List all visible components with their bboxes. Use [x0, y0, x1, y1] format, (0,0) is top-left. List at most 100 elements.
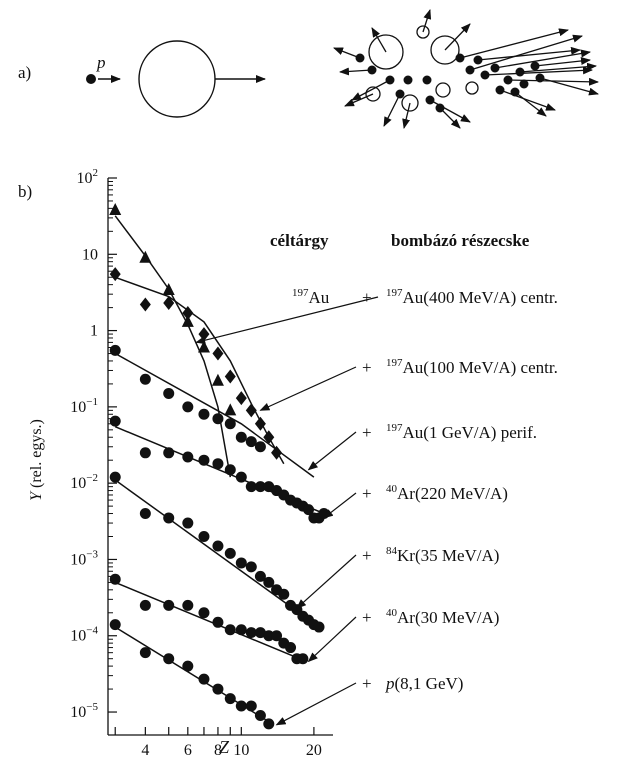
fit-line-series-2 [114, 352, 315, 478]
point-series-0 [109, 267, 121, 282]
point-series-5 [163, 599, 175, 611]
point-series-0 [163, 295, 175, 310]
point-series-2 [182, 401, 194, 413]
point-series-4 [163, 512, 175, 524]
fragment-dot [422, 75, 432, 85]
point-series-5 [198, 607, 210, 619]
point-series-4 [224, 547, 236, 559]
point-series-3 [224, 464, 236, 476]
point-series-0 [139, 297, 151, 312]
point-series-1 [197, 340, 210, 353]
legend-label: 40Ar(220 MeV/A) [386, 483, 508, 503]
point-series-3 [235, 471, 247, 483]
point-series-0 [182, 306, 194, 321]
projectile-dot [86, 74, 96, 84]
legend-plus: + [362, 484, 372, 503]
legend-label: 197Au(1 GeV/A) perif. [386, 422, 537, 442]
legend-plus: + [362, 674, 372, 693]
point-series-6 [245, 700, 257, 712]
point-series-4 [254, 570, 266, 582]
point-series-0 [212, 346, 224, 361]
fragment-arrow [383, 93, 401, 127]
point-series-4 [109, 471, 121, 483]
fragment-arrow [444, 23, 471, 51]
point-series-0 [235, 391, 247, 406]
fit-line-series-5 [114, 581, 304, 661]
point-series-4 [278, 588, 290, 600]
fragment-circle [368, 34, 404, 70]
panel-b: b) 4 6 8 10 20 102 10 1 10−1 10−2 10−3 10−4 10−5 197… [18, 167, 558, 759]
fragment-circle [465, 81, 479, 95]
point-series-6 [182, 660, 194, 672]
y-tick-label: 10−3 [70, 548, 98, 568]
legend-arrow [195, 296, 379, 345]
point-series-4 [212, 540, 224, 552]
fragment-arrow [371, 27, 387, 53]
legend-label: 197Au(100 MeV/A) centr. [386, 357, 558, 377]
legend-arrow [307, 616, 357, 663]
point-series-0 [271, 445, 283, 460]
legend-label: 84Kr(35 MeV/A) [386, 545, 499, 565]
legend-plus: + [362, 423, 372, 442]
x-tick-label: 4 [141, 742, 149, 759]
y-tick-label: 10−5 [70, 701, 98, 721]
point-series-0 [263, 430, 275, 445]
point-series-3 [198, 454, 210, 466]
x-tick-label: 6 [184, 742, 192, 759]
point-series-0 [254, 416, 266, 431]
fragment-arrow [499, 89, 556, 111]
fragment-arrow [351, 79, 391, 101]
point-series-5 [297, 653, 309, 665]
legend-plus: + [362, 358, 372, 377]
fragment-arrow [514, 91, 547, 117]
fragment-arrow [494, 49, 591, 69]
fragment-arrow [339, 67, 373, 76]
point-series-4 [198, 530, 210, 542]
point-series-5 [285, 642, 297, 654]
point-series-2 [139, 373, 151, 385]
fragment-arrow [439, 107, 461, 129]
projectile-label: p [96, 53, 106, 72]
point-series-4 [182, 517, 194, 529]
y-tick-label: 10−2 [70, 472, 98, 492]
panel-b-label: b) [18, 182, 32, 201]
fragment-dot [519, 79, 529, 89]
point-series-5 [182, 599, 194, 611]
header-projectile: bombázó részecske [391, 231, 530, 250]
fragment-arrow [459, 28, 569, 59]
fit-line-series-1 [114, 215, 232, 478]
point-series-5 [235, 624, 247, 636]
x-tick-label: 20 [306, 742, 322, 759]
point-series-2 [224, 418, 236, 430]
point-series-2 [163, 387, 175, 399]
point-series-3 [303, 504, 315, 516]
fragment-circle [365, 86, 381, 102]
point-series-3 [163, 447, 175, 459]
fragment-arrow [539, 77, 599, 96]
point-series-2 [235, 431, 247, 443]
fragment-arrow [344, 93, 374, 107]
point-series-4 [139, 508, 151, 520]
legend-arrow [275, 682, 357, 726]
point-series-6 [254, 710, 266, 722]
fragment-arrow [333, 47, 361, 59]
fit-line-series-4 [114, 479, 320, 628]
fragment-circle [416, 25, 430, 39]
panel-a-label: a) [18, 63, 31, 82]
legend-arrow [323, 492, 357, 519]
x-axis-label: Z [219, 737, 230, 757]
x-tick-label: 8 [214, 742, 222, 759]
point-series-5 [254, 627, 266, 639]
point-series-6 [109, 619, 121, 631]
y-tick-label: 102 [77, 167, 99, 187]
point-series-4 [235, 557, 247, 569]
point-series-2 [198, 408, 210, 420]
point-series-5 [245, 627, 257, 639]
fragment-circle [401, 94, 419, 112]
point-series-1 [181, 314, 194, 327]
point-series-0 [224, 369, 236, 384]
point-series-1 [224, 403, 237, 416]
fragment-arrow [422, 9, 432, 33]
legend-plus: + [362, 546, 372, 565]
